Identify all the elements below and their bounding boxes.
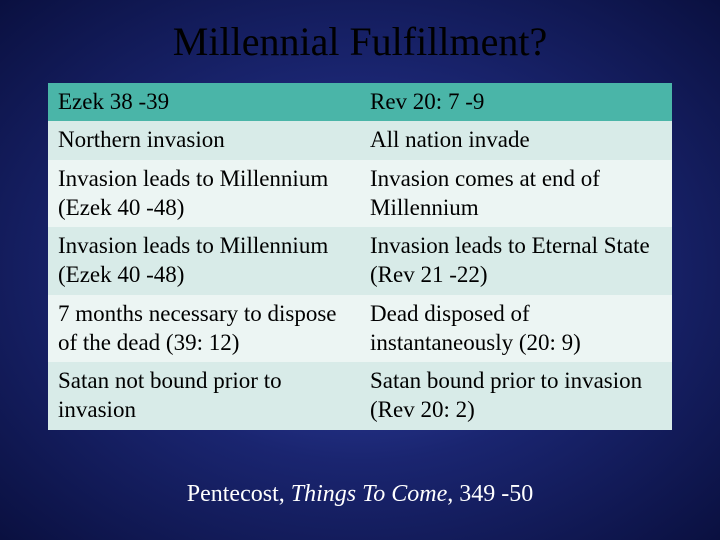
table-row: Invasion leads to Millennium (Ezek 40 -4…	[48, 160, 672, 228]
table-cell-right: Dead disposed of instantaneously (20: 9)	[360, 295, 672, 363]
comparison-table: Ezek 38 -39 Rev 20: 7 -9 Northern invasi…	[48, 83, 672, 430]
table-cell-left: Invasion leads to Millennium (Ezek 40 -4…	[48, 160, 360, 228]
citation-title: Things To Come	[291, 481, 448, 507]
table-header-right: Rev 20: 7 -9	[360, 83, 672, 121]
slide-title: Millennial Fulfillment?	[30, 18, 690, 65]
citation: Pentecost, Things To Come, 349 -50	[30, 481, 690, 508]
table-cell-right: Invasion comes at end of Millennium	[360, 160, 672, 228]
table-cell-right: Satan bound prior to invasion (Rev 20: 2…	[360, 362, 672, 430]
table-header-left: Ezek 38 -39	[48, 83, 360, 121]
slide: Millennial Fulfillment? Ezek 38 -39 Rev …	[0, 0, 720, 540]
table-row: Invasion leads to Millennium (Ezek 40 -4…	[48, 227, 672, 295]
table-cell-right: Invasion leads to Eternal State (Rev 21 …	[360, 227, 672, 295]
table-cell-left: Northern invasion	[48, 121, 360, 160]
table-cell-left: 7 months necessary to dispose of the dea…	[48, 295, 360, 363]
table-row: Northern invasion All nation invade	[48, 121, 672, 160]
table-cell-left: Invasion leads to Millennium (Ezek 40 -4…	[48, 227, 360, 295]
comparison-table-wrap: Ezek 38 -39 Rev 20: 7 -9 Northern invasi…	[48, 83, 672, 430]
table-row: 7 months necessary to dispose of the dea…	[48, 295, 672, 363]
table-row: Satan not bound prior to invasion Satan …	[48, 362, 672, 430]
citation-author: Pentecost,	[187, 481, 291, 507]
table-header-row: Ezek 38 -39 Rev 20: 7 -9	[48, 83, 672, 121]
table-cell-right: All nation invade	[360, 121, 672, 160]
table-cell-left: Satan not bound prior to invasion	[48, 362, 360, 430]
citation-pages: , 349 -50	[447, 481, 533, 507]
